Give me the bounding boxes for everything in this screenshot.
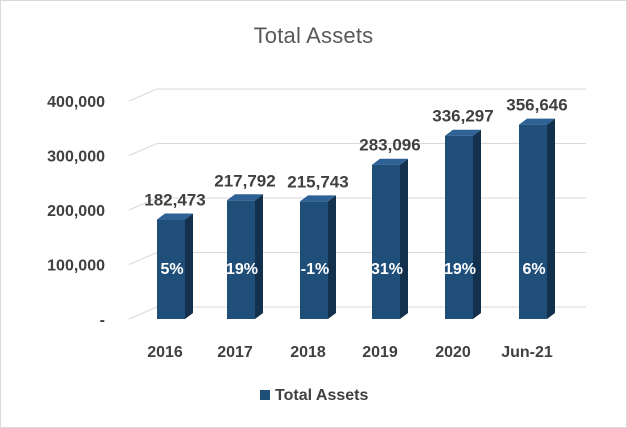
chart-title: Total Assets [253,23,374,48]
data-label: 215,743 [287,172,348,191]
legend-swatch [260,390,270,400]
bar-side [255,194,263,319]
growth-label: 19% [226,261,258,278]
data-label: 283,096 [359,136,420,155]
bar-front [157,219,185,319]
bar-front [519,124,547,319]
bar-side [400,158,408,319]
gridline-depth [128,88,158,102]
bar [300,195,336,319]
bar [227,194,263,319]
x-tick-label: Jun-21 [501,344,553,361]
bar-top [300,195,336,202]
growth-label: 6% [522,261,545,278]
y-tick-label: - [100,312,105,329]
legend-label: Total Assets [275,387,368,404]
bar-front [445,135,473,319]
data-label: 217,792 [214,171,275,190]
bar-front [227,200,255,319]
x-tick-label: 2019 [362,344,398,361]
bar-side [328,195,336,319]
bar-front [372,164,400,319]
x-tick-label: 2020 [435,344,471,361]
bar-side [473,129,481,319]
gridline-depth [128,143,158,156]
bar-side [185,213,193,319]
growth-label: 5% [160,261,183,278]
y-tick-label: 100,000 [47,258,105,275]
bar-side [547,118,555,319]
bar-top [445,129,481,136]
data-label: 182,473 [144,191,205,210]
bar-front [300,201,328,319]
gridline-depth [128,306,158,320]
data-label: 336,297 [432,107,493,126]
bar-top [227,194,263,201]
growth-label: -1% [301,261,329,278]
bar-top [372,158,408,165]
bar [445,129,481,319]
growth-label: 31% [371,261,403,278]
data-label: 356,646 [506,96,567,115]
x-tick-label: 2017 [217,344,253,361]
x-tick-label: 2016 [147,344,183,361]
legend: Total Assets [260,387,368,404]
bar [519,118,555,319]
bar [157,213,193,319]
gridline [128,306,586,320]
y-tick-label: 300,000 [47,149,105,166]
y-tick-label: 200,000 [47,203,105,220]
bar-top [157,213,193,220]
bar [372,158,408,319]
gridline [128,252,586,265]
gridline-depth [128,197,158,211]
x-tick-label: 2018 [290,344,326,361]
y-tick-label: 400,000 [47,94,105,111]
gridline [128,88,586,102]
gridline [128,143,586,156]
bar-top [519,118,555,125]
gridline-depth [128,252,158,265]
growth-label: 19% [444,261,476,278]
gridline [128,197,586,211]
